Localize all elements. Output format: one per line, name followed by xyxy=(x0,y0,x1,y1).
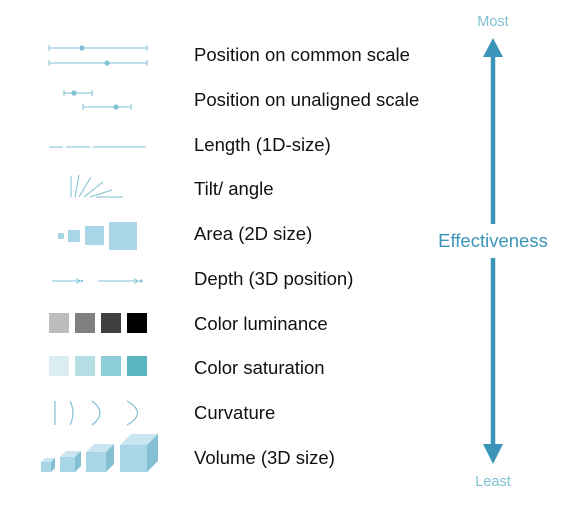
cube-side-2 xyxy=(75,451,81,472)
cube-front-1 xyxy=(41,462,51,472)
cube-side-3 xyxy=(106,444,114,472)
cube-top-4 xyxy=(120,434,158,445)
label-depth: Depth (3D position) xyxy=(194,268,354,289)
cube-front-2 xyxy=(60,457,75,472)
label-volume: Volume (3D size) xyxy=(194,447,335,468)
effectiveness-arrow xyxy=(483,38,503,464)
cube-top-1 xyxy=(41,458,55,462)
cube-front-3 xyxy=(86,452,106,472)
scale-bottom-label: Least xyxy=(475,474,511,490)
color-luminance-icon xyxy=(49,313,147,333)
depth-icon xyxy=(52,278,143,284)
position-unaligned-icon xyxy=(63,90,132,110)
label-area: Area (2D size) xyxy=(194,223,313,244)
volume-icon xyxy=(41,434,158,472)
cube-front-4 xyxy=(120,445,147,472)
effectiveness-label: Effectiveness xyxy=(426,229,560,253)
curvature-icon xyxy=(54,400,139,426)
cube-side-1 xyxy=(51,458,55,472)
label-position-unaligned: Position on unaligned scale xyxy=(194,89,420,110)
tilt-angle-icon xyxy=(70,174,123,198)
scale-top-label: Most xyxy=(477,14,509,30)
cube-top-3 xyxy=(86,444,114,452)
cube-side-4 xyxy=(147,434,158,472)
position-common-icon xyxy=(48,45,148,66)
label-length: Length (1D-size) xyxy=(194,134,331,155)
label-position-common: Position on common scale xyxy=(194,44,410,65)
label-curvature: Curvature xyxy=(194,402,276,423)
area-icon xyxy=(58,222,137,250)
cube-top-2 xyxy=(60,451,81,457)
label-color-luminance: Color luminance xyxy=(194,313,328,334)
color-saturation-icon xyxy=(49,356,147,376)
label-color-saturation: Color saturation xyxy=(194,357,325,378)
label-tilt-angle: Tilt/ angle xyxy=(194,178,274,199)
